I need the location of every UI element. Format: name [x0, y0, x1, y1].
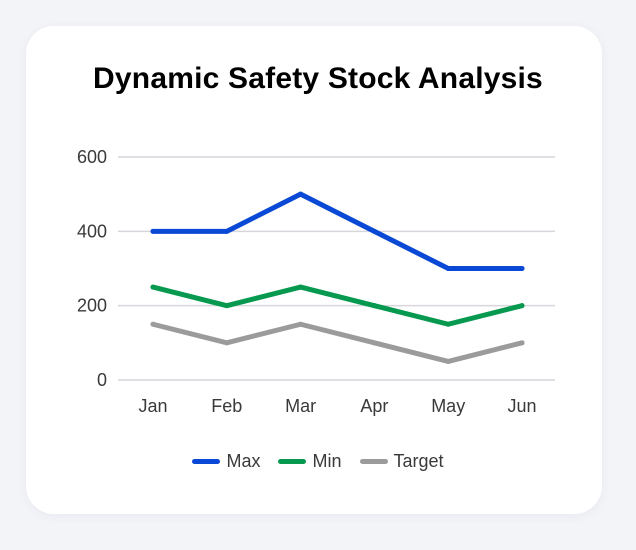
legend-swatch: [359, 459, 388, 464]
y-tick-label: 200: [77, 296, 107, 316]
x-tick-label: Apr: [360, 396, 388, 416]
legend-swatch: [278, 459, 307, 464]
legend-swatch: [192, 459, 221, 464]
data-point-target: [224, 340, 230, 346]
chart-title: Dynamic Safety Stock Analysis: [93, 62, 543, 95]
legend: Max Min Target: [0, 451, 636, 472]
legend-item-max[interactable]: Max: [192, 451, 260, 472]
data-point-max: [445, 266, 451, 271]
series-line-max: [150, 191, 525, 271]
legend-item-min[interactable]: Min: [278, 451, 342, 472]
data-point-max: [150, 228, 156, 234]
data-point-target: [519, 340, 525, 346]
data-point-min: [150, 284, 156, 290]
data-point-min: [519, 303, 525, 309]
x-tick-label: Feb: [211, 396, 242, 416]
legend-label: Max: [226, 451, 261, 471]
data-point-max: [371, 228, 377, 234]
grid-lines: [118, 156, 555, 381]
data-point-max: [298, 191, 304, 197]
data-point-min: [298, 284, 304, 290]
data-point-min: [224, 303, 230, 309]
x-tick-label: Jun: [507, 396, 536, 416]
legend-label: Min: [312, 451, 342, 471]
y-tick-label: 400: [77, 221, 107, 241]
series-line-min: [150, 284, 525, 327]
data-point-min: [371, 303, 377, 309]
y-axis-ticks: 0 200 400 600: [77, 147, 107, 390]
data-point-min: [445, 321, 451, 327]
data-point-target: [445, 358, 451, 364]
series-line-target: [150, 321, 525, 364]
x-tick-label: Mar: [285, 396, 316, 416]
y-tick-label: 600: [77, 147, 107, 167]
x-axis-ticks: Jan Feb Mar Apr May Jun: [138, 396, 536, 416]
legend-label: Target: [393, 451, 444, 471]
data-point-target: [371, 340, 377, 346]
series-lines: [150, 191, 525, 364]
data-point-max: [519, 266, 525, 271]
data-point-target: [298, 321, 304, 327]
y-tick-label: 0: [97, 370, 107, 390]
data-point-max: [224, 228, 230, 234]
x-tick-label: Jan: [138, 396, 167, 416]
x-tick-label: May: [431, 396, 465, 416]
data-point-target: [150, 321, 156, 327]
legend-item-target[interactable]: Target: [359, 451, 444, 472]
